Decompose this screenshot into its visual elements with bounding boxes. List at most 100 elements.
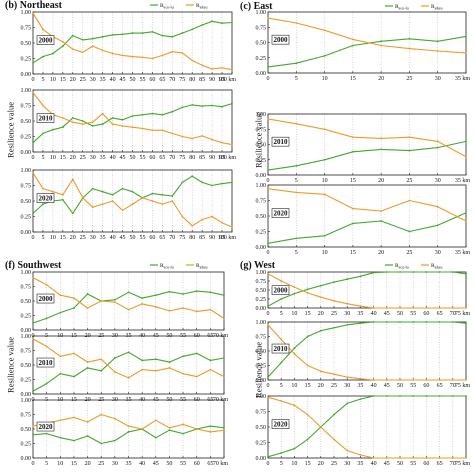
data-point-green [61, 198, 64, 201]
data-point-green [436, 40, 439, 43]
x-tick-label: 35 [100, 77, 106, 83]
x-tick-label: 25 [98, 461, 104, 467]
data-point-orange [141, 56, 144, 59]
x-tick-label: 20 [70, 235, 76, 241]
x-tick-label: 30 [344, 461, 350, 467]
data-point-orange [161, 129, 164, 132]
data-point-orange [380, 210, 383, 212]
data-point-orange [333, 299, 335, 302]
data-point-green [333, 326, 335, 329]
year-box [36, 357, 55, 368]
data-point-orange [52, 190, 54, 193]
data-point-orange [71, 48, 74, 51]
x-tick-label: 65 [437, 311, 443, 317]
data-point-green [351, 222, 354, 225]
x-tick-label: 5 [41, 235, 44, 241]
y-tick-label: 0.50 [21, 427, 32, 433]
x-tick-label: 35 km [455, 76, 471, 82]
y-axis-label: Resilience value [5, 102, 15, 158]
series-line-green [267, 321, 467, 378]
data-point-orange [141, 197, 144, 199]
y-tick-label: 0.50 [21, 41, 32, 47]
data-point-green [372, 271, 375, 274]
x-tick-label: 30 [90, 77, 96, 83]
data-point-green [323, 234, 326, 237]
data-point-green [221, 105, 223, 108]
x-tick-label: 100 km [218, 77, 237, 83]
data-point-orange [267, 117, 269, 120]
data-point-green [121, 118, 124, 121]
x-tick-label: 5 [280, 383, 283, 389]
x-tick-label: 30 [344, 311, 350, 317]
x-tick-label: 85 [199, 77, 205, 83]
year-box [36, 421, 55, 432]
y-tick-label: 0.25 [21, 314, 32, 320]
data-point-green [425, 271, 428, 273]
x-tick-label: 5 [41, 155, 44, 161]
data-point-green [61, 126, 64, 129]
data-point-orange [141, 368, 144, 371]
subplot-b-2010: 0.00 0.25 0.50 0.75 1.00 0 5 10 15 20 25 30 35 40 45 50… [21, 88, 237, 161]
x-tick-label: 0 [32, 235, 35, 241]
data-point-green [231, 181, 233, 184]
data-point-green [100, 369, 103, 372]
x-tick-label: 25 [80, 155, 86, 161]
y-tick-label: 0.00 [21, 392, 32, 398]
data-point-orange [81, 123, 84, 125]
x-tick-label: 80 [189, 155, 195, 161]
data-point-orange [280, 338, 283, 341]
x-tick-label: 10 [291, 311, 297, 317]
x-tick-label: 25 [406, 250, 412, 256]
x-tick-label: 5 [295, 76, 298, 82]
series-line-green [267, 35, 467, 68]
data-point-green [141, 32, 144, 34]
data-point-green [295, 237, 298, 240]
x-tick-label: 70 km [213, 461, 229, 467]
data-point-green [191, 28, 194, 31]
x-tick-label: 25 [80, 77, 86, 83]
data-point-green [111, 117, 114, 119]
data-point-orange [182, 372, 184, 375]
data-point-orange [333, 438, 335, 441]
data-point-green [195, 352, 198, 355]
data-point-green [73, 307, 75, 309]
data-point-green [323, 55, 326, 57]
axes-frame [267, 395, 467, 459]
data-point-orange [351, 136, 354, 139]
data-point-green [111, 34, 114, 36]
x-tick-label: 55 [410, 461, 416, 467]
data-point-orange [71, 121, 74, 124]
data-point-orange [141, 428, 144, 430]
data-point-orange [171, 50, 174, 53]
y-tick-label: 0.75 [256, 25, 267, 31]
x-tick-label: 60 [194, 461, 200, 467]
data-point-orange [151, 200, 154, 202]
x-tick-label: 60 [149, 77, 155, 83]
data-point-green [100, 442, 103, 445]
data-point-orange [61, 40, 64, 43]
legend-label-green-g: Reco-lu [395, 263, 409, 270]
data-point-green [412, 321, 415, 323]
y-tick-label: 1.00 [21, 398, 32, 404]
data-point-orange [81, 51, 84, 54]
x-tick-label: 15 [305, 383, 311, 389]
y-tick-label: 0.25 [21, 57, 32, 63]
data-point-green [221, 22, 223, 25]
data-point-orange [32, 338, 34, 340]
y-tick-label: 0.00 [21, 72, 32, 78]
legend-label-green-f: Reco-lu [160, 263, 174, 270]
x-tick-label: 35 [126, 461, 132, 467]
x-tick-label: 30 [344, 383, 350, 389]
data-point-orange [195, 428, 198, 430]
series-line-orange [267, 17, 467, 54]
data-point-orange [231, 68, 233, 71]
y-tick-label: 0.50 [256, 349, 267, 355]
x-tick-label: 45 [384, 311, 390, 317]
data-point-orange [306, 413, 309, 416]
data-point-green [306, 288, 309, 291]
y-tick-label: 0.25 [21, 442, 32, 448]
data-point-green [231, 21, 233, 24]
data-point-orange [127, 376, 130, 379]
x-tick-label: 45 [384, 461, 390, 467]
data-point-green [306, 438, 309, 441]
